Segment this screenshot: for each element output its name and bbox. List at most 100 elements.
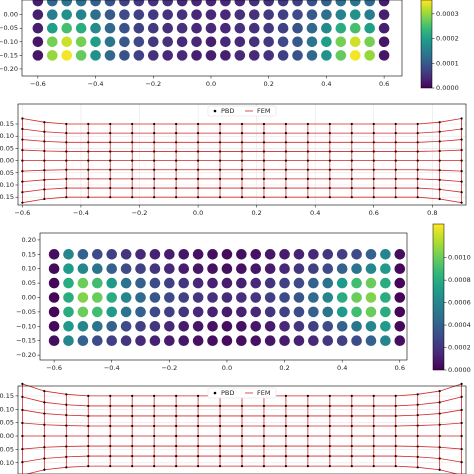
- dot: [75, 22, 87, 34]
- dot: [207, 277, 218, 289]
- dot: [77, 263, 89, 275]
- mesh-node: [65, 466, 68, 469]
- mesh-node: [328, 186, 331, 190]
- mesh-node: [218, 177, 222, 180]
- mesh-node: [306, 404, 309, 408]
- mesh-node: [131, 177, 134, 180]
- dot: [364, 50, 375, 61]
- mesh-node: [372, 177, 375, 180]
- dot: [120, 321, 132, 332]
- mesh-node: [262, 404, 266, 408]
- mesh-node: [438, 457, 441, 460]
- mesh-node: [416, 424, 419, 427]
- mesh-node: [21, 138, 24, 141]
- mesh-node: [109, 424, 112, 428]
- legend-marker: [213, 391, 217, 395]
- x-tick-label: 0.2: [264, 80, 274, 88]
- dot: [149, 277, 161, 289]
- mesh-node: [65, 159, 68, 162]
- dot: [321, 0, 332, 7]
- dot: [92, 306, 103, 318]
- dot: [321, 9, 332, 20]
- dot: [133, 50, 145, 61]
- mesh-node: [328, 150, 331, 153]
- dot: [77, 306, 89, 318]
- dot: [178, 292, 190, 303]
- dot: [106, 292, 118, 303]
- mesh-node: [372, 414, 375, 418]
- mesh-node: [240, 196, 244, 199]
- dot: [365, 321, 377, 332]
- mesh-node: [438, 197, 441, 201]
- mesh-node: [87, 141, 90, 144]
- dot: [104, 0, 116, 7]
- dot: [164, 321, 175, 332]
- dot: [147, 36, 159, 48]
- dot: [176, 9, 188, 20]
- mesh-node: [240, 465, 244, 468]
- x-tick-label: 0.0: [222, 364, 232, 372]
- mesh-node: [328, 414, 331, 418]
- dot: [133, 36, 145, 48]
- mesh-node: [196, 454, 200, 458]
- dot: [293, 321, 305, 332]
- mesh-node: [43, 197, 46, 201]
- mesh-node: [131, 122, 134, 126]
- dot: [306, 22, 318, 34]
- dot: [106, 263, 118, 275]
- mesh-node: [43, 446, 46, 449]
- dot: [164, 306, 175, 318]
- dot: [277, 50, 289, 61]
- mesh-node: [306, 132, 309, 135]
- y-tick-label: −0.05: [0, 169, 14, 177]
- dot: [191, 50, 202, 61]
- dot: [61, 0, 73, 7]
- dot: [236, 249, 247, 260]
- mesh-node: [240, 150, 244, 153]
- mesh-node: [394, 150, 397, 153]
- x-tick-label: −0.2: [132, 209, 148, 217]
- dot: [104, 22, 116, 34]
- mesh-node: [109, 444, 112, 448]
- mesh-node: [284, 444, 288, 448]
- mesh-node: [131, 132, 134, 135]
- y-tick-label: −0.20: [0, 65, 18, 73]
- mesh-node: [284, 168, 288, 171]
- dot: [336, 263, 348, 275]
- mesh-node: [131, 424, 134, 428]
- mesh-node: [394, 434, 397, 438]
- mesh-node: [416, 168, 419, 171]
- dot: [322, 249, 334, 260]
- dot: [221, 321, 233, 332]
- dot: [32, 50, 44, 61]
- colorbar-tick-label: 0.0006: [448, 299, 471, 307]
- mesh-node: [196, 414, 200, 418]
- colorbar-tick-label: 0.0000: [448, 366, 471, 374]
- mesh-node: [394, 454, 397, 458]
- dot: [149, 263, 161, 275]
- dot: [306, 9, 318, 20]
- dot: [394, 292, 406, 303]
- mesh-node: [109, 186, 112, 190]
- mesh-node: [240, 186, 244, 190]
- mesh-node: [262, 186, 266, 190]
- colorbar-tick-label: 0.0001: [436, 59, 459, 67]
- mesh-node: [240, 159, 244, 162]
- dot: [133, 0, 145, 7]
- dot: [133, 9, 145, 20]
- dot: [220, 0, 231, 7]
- dot: [48, 306, 60, 318]
- dot: [248, 36, 260, 48]
- dot: [149, 249, 161, 260]
- dot: [164, 263, 175, 275]
- dot: [336, 249, 348, 260]
- dot: [263, 50, 274, 61]
- mesh-node: [416, 466, 419, 469]
- dot: [135, 263, 146, 275]
- dot: [192, 277, 204, 289]
- y-tick-label: 0.10: [0, 405, 14, 413]
- dot: [293, 277, 305, 289]
- dot: [308, 335, 319, 347]
- mesh-node: [21, 395, 24, 398]
- mesh-node: [416, 159, 419, 162]
